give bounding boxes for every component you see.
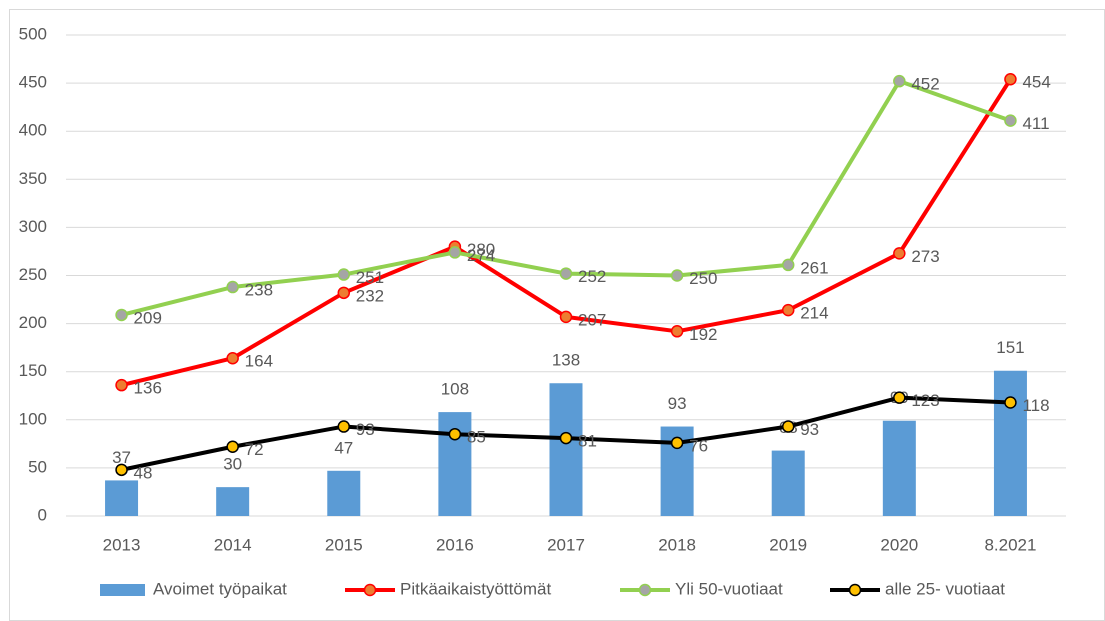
data-label: 164 — [245, 352, 273, 371]
x-tick-label: 2013 — [103, 535, 141, 554]
y-tick-label: 250 — [19, 265, 47, 284]
line-marker — [893, 247, 906, 260]
x-tick-label: 2018 — [658, 535, 696, 554]
bar — [882, 420, 916, 516]
line-marker — [893, 391, 906, 404]
legend-label: Avoimet työpaikat — [153, 579, 287, 598]
line-marker — [1004, 73, 1017, 86]
line-marker — [115, 463, 128, 477]
data-label: 85 — [467, 428, 486, 447]
data-label: 251 — [356, 268, 384, 287]
x-tick-label: 2019 — [769, 535, 807, 554]
y-tick-label: 100 — [19, 409, 47, 428]
legend-swatch — [100, 584, 145, 596]
data-label: 232 — [356, 286, 384, 305]
line-marker — [1004, 114, 1017, 127]
y-tick-label: 50 — [28, 457, 47, 476]
line-marker — [337, 420, 351, 433]
line-marker — [781, 258, 795, 272]
line-marker — [559, 267, 573, 280]
data-label: 30 — [223, 455, 242, 474]
line-marker — [670, 325, 684, 338]
data-label: 274 — [467, 246, 495, 265]
data-label: 192 — [689, 325, 717, 344]
data-label: 93 — [800, 420, 819, 439]
data-label: 252 — [578, 267, 606, 286]
line-marker — [559, 310, 573, 324]
data-label: 136 — [134, 379, 162, 398]
data-label: 123 — [911, 391, 939, 410]
data-label: 151 — [996, 338, 1024, 357]
y-tick-label: 500 — [19, 24, 47, 43]
line-marker — [448, 427, 462, 441]
data-label: 76 — [689, 436, 708, 455]
data-label: 47 — [334, 438, 353, 457]
data-label: 214 — [800, 304, 828, 323]
line-marker — [448, 246, 462, 259]
bar — [993, 370, 1027, 516]
line-marker — [337, 268, 351, 281]
y-tick-label: 400 — [19, 121, 47, 140]
y-tick-label: 300 — [19, 217, 47, 236]
legend-marker — [848, 583, 862, 597]
bar — [549, 383, 583, 516]
line-marker — [115, 378, 128, 392]
data-label: 452 — [911, 75, 939, 94]
line-marker — [670, 436, 684, 450]
data-label: 273 — [911, 247, 939, 266]
line-marker — [781, 420, 795, 433]
data-label: 48 — [134, 463, 153, 482]
line-marker — [226, 440, 239, 453]
data-label: 93 — [668, 394, 687, 413]
bar — [771, 450, 805, 516]
data-label: 207 — [578, 310, 606, 329]
x-tick-label: 2014 — [214, 535, 252, 554]
y-tick-label: 200 — [19, 313, 47, 332]
line-marker — [781, 303, 795, 317]
line-marker — [337, 286, 351, 300]
line-marker — [559, 431, 573, 445]
legend-label: Yli 50-vuotiaat — [675, 579, 783, 598]
line-marker — [226, 351, 239, 365]
data-label: 250 — [689, 269, 717, 288]
line-marker — [115, 308, 128, 322]
data-label: 118 — [1022, 396, 1049, 415]
x-tick-label: 2016 — [436, 535, 474, 554]
line-marker — [893, 74, 906, 88]
data-label: 93 — [356, 420, 375, 439]
legend-marker — [363, 583, 377, 597]
legend-label: Pitkäaikaistyöttömät — [400, 579, 551, 598]
bar — [216, 487, 250, 516]
legend-label: alle 25- vuotiaat — [885, 579, 1005, 598]
y-tick-label: 350 — [19, 169, 47, 188]
y-tick-label: 150 — [19, 361, 47, 380]
line-marker — [670, 269, 684, 282]
data-label: 411 — [1022, 114, 1049, 133]
y-tick-label: 0 — [38, 505, 47, 524]
x-tick-label: 8.2021 — [984, 535, 1036, 554]
data-label: 454 — [1022, 73, 1050, 92]
x-tick-label: 2020 — [880, 535, 918, 554]
bar — [327, 470, 361, 516]
data-label: 261 — [800, 258, 828, 277]
data-label: 138 — [552, 351, 580, 370]
line-marker — [226, 280, 239, 294]
data-label: 81 — [578, 432, 597, 451]
line-marker — [1004, 396, 1017, 409]
data-label: 37 — [112, 448, 131, 467]
data-label: 72 — [245, 440, 264, 459]
chart-border — [9, 9, 1105, 621]
x-tick-label: 2017 — [547, 535, 585, 554]
data-label: 108 — [441, 380, 469, 399]
legend-marker — [638, 583, 652, 597]
data-label: 238 — [245, 281, 273, 300]
data-label: 209 — [134, 308, 162, 327]
bar — [105, 480, 139, 516]
x-tick-label: 2015 — [325, 535, 363, 554]
y-tick-label: 450 — [19, 73, 47, 92]
